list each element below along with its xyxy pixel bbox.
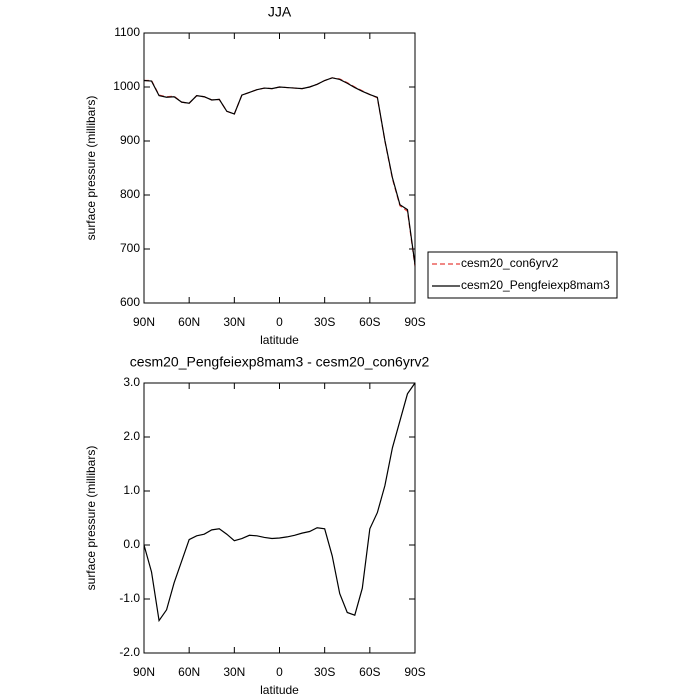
x-axis-label: latitude [260,683,299,697]
legend: cesm20_con6yrv2 cesm20_Pengfeiexp8mam3 [427,251,618,299]
x-tick-label: 60S [359,665,380,679]
x-tick-label: 30N [223,315,245,329]
panel: cesm20_Pengfeiexp8mam3 - cesm20_con6yrv2… [84,354,429,697]
y-tick-label: 2.0 [123,429,140,443]
y-axis-label: surface pressure (millibars) [84,446,98,591]
y-tick-label: 600 [120,295,140,309]
legend-label: cesm20_con6yrv2 [461,256,559,270]
y-tick-label: 900 [120,133,140,147]
x-tick-label: 60N [178,315,200,329]
y-tick-label: 700 [120,241,140,255]
plot-frame [143,32,416,304]
chart-title: JJA [268,4,292,20]
legend-box [427,251,618,299]
y-tick-label: 0.0 [123,537,140,551]
x-tick-label: 30S [314,315,335,329]
x-tick-label: 30S [314,665,335,679]
legend-label: cesm20_Pengfeiexp8mam3 [461,278,610,292]
panel: JJA latitude surface pressure (millibars) 9… [84,4,618,347]
x-tick-label: 0 [276,665,283,679]
y-axis-label: surface pressure (millibars) [84,96,98,241]
series-line [143,382,416,623]
y-tick-label: 1100 [114,25,140,39]
y-tick-label: -1.0 [119,591,140,605]
x-tick-label: 90S [404,315,425,329]
y-tick-label: 3.0 [123,375,140,389]
y-tick-label: 800 [120,187,140,201]
x-tick-label: 30N [223,665,245,679]
x-tick-label: 60N [178,665,200,679]
plot-frame [143,382,416,654]
chart-title: cesm20_Pengfeiexp8mam3 - cesm20_con6yrv2 [130,354,430,370]
y-tick-label: 1.0 [123,483,140,497]
y-tick-label: 1000 [113,79,140,93]
x-tick-label: 0 [276,315,283,329]
x-axis-label: latitude [260,333,299,347]
x-tick-label: 90N [133,315,155,329]
y-tick-label: -2.0 [119,645,140,659]
x-tick-label: 60S [359,315,380,329]
x-tick-label: 90S [404,665,425,679]
series-line [144,77,416,267]
series-line [143,77,416,265]
x-tick-label: 90N [133,665,155,679]
